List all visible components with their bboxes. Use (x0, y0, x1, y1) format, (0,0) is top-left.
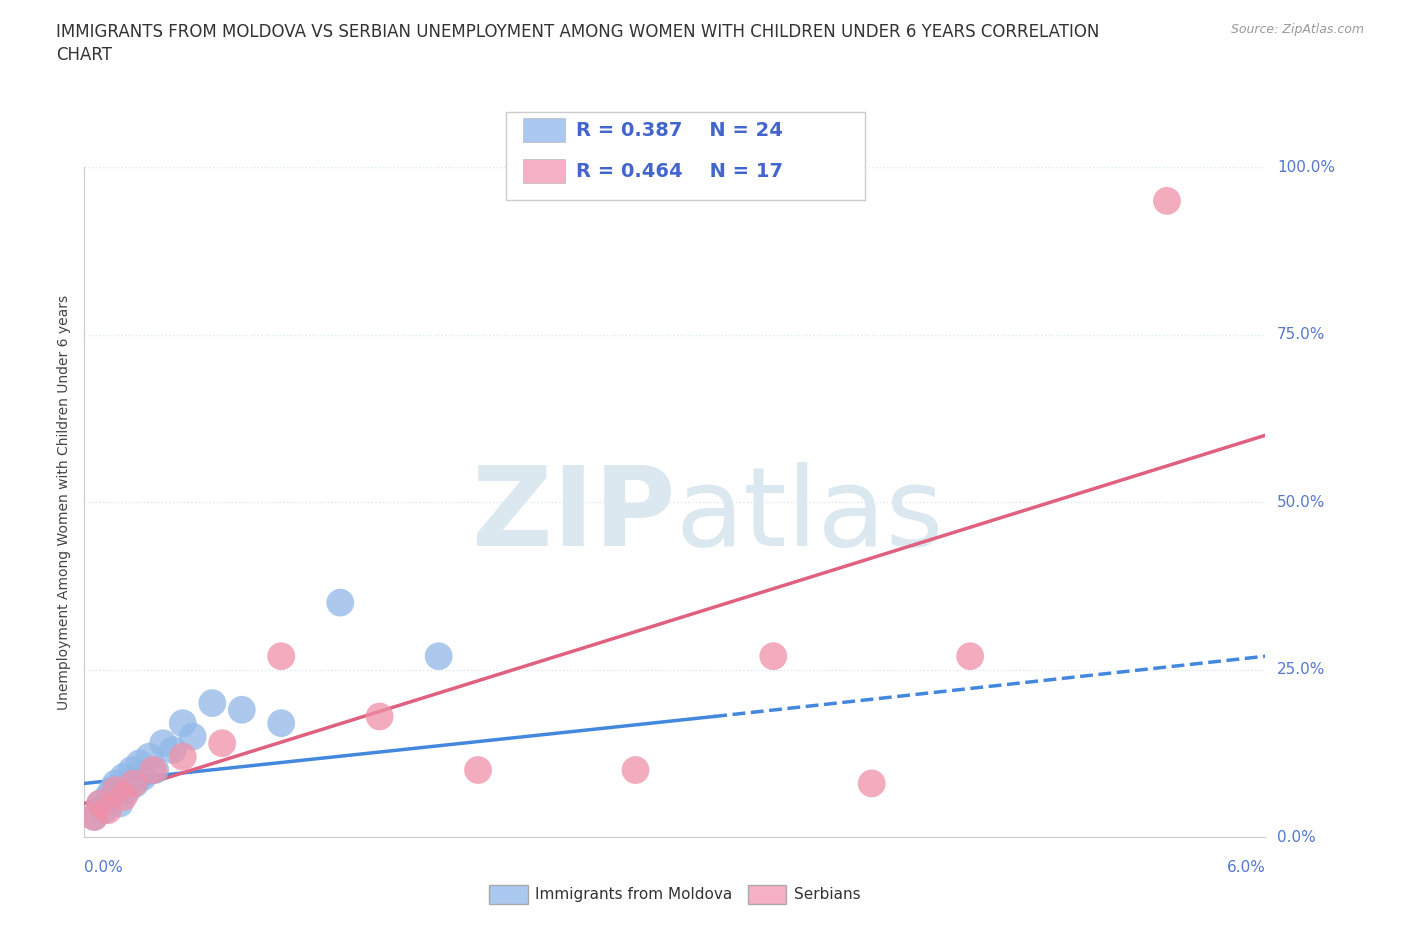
Point (89, 796, 111, 811)
Point (101, 783, 124, 798)
Point (172, 716, 194, 731)
Point (162, 742, 184, 757)
Point (142, 763, 165, 777)
Point (89, 796, 111, 811)
Point (270, 716, 292, 731)
Y-axis label: Unemployment Among Women with Children Under 6 years: Unemployment Among Women with Children U… (58, 295, 72, 710)
Point (143, 763, 166, 777)
Point (762, 649, 785, 664)
Point (93, 803, 115, 817)
Point (624, 763, 647, 777)
Point (211, 736, 233, 751)
Point (270, 649, 292, 664)
Text: R = 0.387    N = 24: R = 0.387 N = 24 (576, 121, 783, 140)
Point (112, 790, 135, 804)
Point (104, 776, 127, 790)
Point (152, 736, 174, 751)
Text: 25.0%: 25.0% (1277, 662, 1326, 677)
Point (172, 750, 194, 764)
Text: Source: ZipAtlas.com: Source: ZipAtlas.com (1230, 23, 1364, 36)
Point (104, 783, 127, 798)
Text: atlas: atlas (675, 462, 943, 569)
Point (467, 763, 489, 777)
Point (959, 649, 981, 664)
Point (122, 776, 145, 790)
Point (860, 776, 883, 790)
Point (329, 595, 352, 610)
Point (97, 790, 120, 804)
Point (112, 769, 135, 784)
Text: CHART: CHART (56, 46, 112, 64)
Point (124, 776, 146, 790)
Point (108, 796, 131, 811)
Text: IMMIGRANTS FROM MOLDOVA VS SERBIAN UNEMPLOYMENT AMONG WOMEN WITH CHILDREN UNDER : IMMIGRANTS FROM MOLDOVA VS SERBIAN UNEMP… (56, 23, 1099, 41)
Text: R = 0.464    N = 17: R = 0.464 N = 17 (576, 162, 783, 180)
Legend: Immigrants from Moldova, Serbians: Immigrants from Moldova, Serbians (484, 879, 866, 910)
Point (138, 750, 160, 764)
Point (1156, 193, 1178, 208)
Text: 0.0%: 0.0% (84, 860, 124, 875)
Point (201, 696, 224, 711)
Point (83, 809, 105, 824)
Text: 75.0%: 75.0% (1277, 327, 1326, 342)
Text: ZIP: ZIP (471, 462, 675, 569)
Point (231, 702, 253, 717)
Point (121, 763, 143, 777)
Point (128, 756, 150, 771)
Point (181, 729, 204, 744)
Point (83, 809, 105, 824)
Text: 50.0%: 50.0% (1277, 495, 1326, 510)
Text: 0.0%: 0.0% (1277, 830, 1316, 844)
Text: 6.0%: 6.0% (1226, 860, 1265, 875)
Point (117, 783, 139, 798)
Point (368, 709, 391, 724)
Point (97, 803, 120, 817)
Text: 100.0%: 100.0% (1277, 160, 1336, 175)
Point (132, 769, 155, 784)
Point (427, 649, 450, 664)
